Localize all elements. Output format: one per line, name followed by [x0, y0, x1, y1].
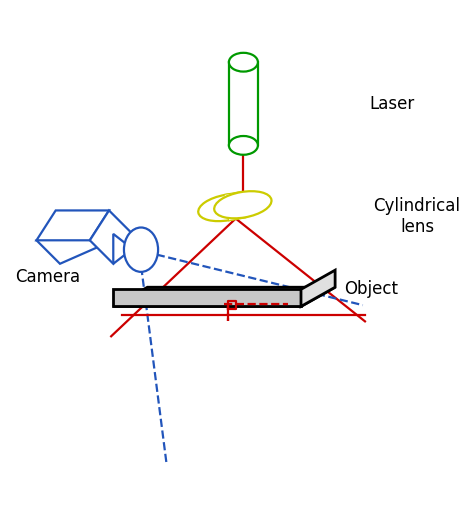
Polygon shape [36, 217, 113, 264]
Ellipse shape [229, 136, 258, 155]
Polygon shape [113, 290, 301, 306]
Ellipse shape [229, 53, 258, 72]
Ellipse shape [214, 191, 272, 218]
Text: Cylindrical
lens: Cylindrical lens [374, 197, 461, 236]
Polygon shape [301, 270, 335, 306]
Polygon shape [113, 287, 335, 306]
Ellipse shape [198, 194, 255, 221]
Text: Laser: Laser [369, 95, 414, 113]
Polygon shape [113, 234, 132, 264]
Ellipse shape [124, 227, 158, 272]
Text: Object: Object [344, 280, 398, 298]
Text: Camera: Camera [15, 268, 80, 285]
Polygon shape [225, 192, 245, 220]
Polygon shape [229, 62, 258, 145]
Polygon shape [36, 210, 109, 240]
Polygon shape [90, 210, 132, 264]
